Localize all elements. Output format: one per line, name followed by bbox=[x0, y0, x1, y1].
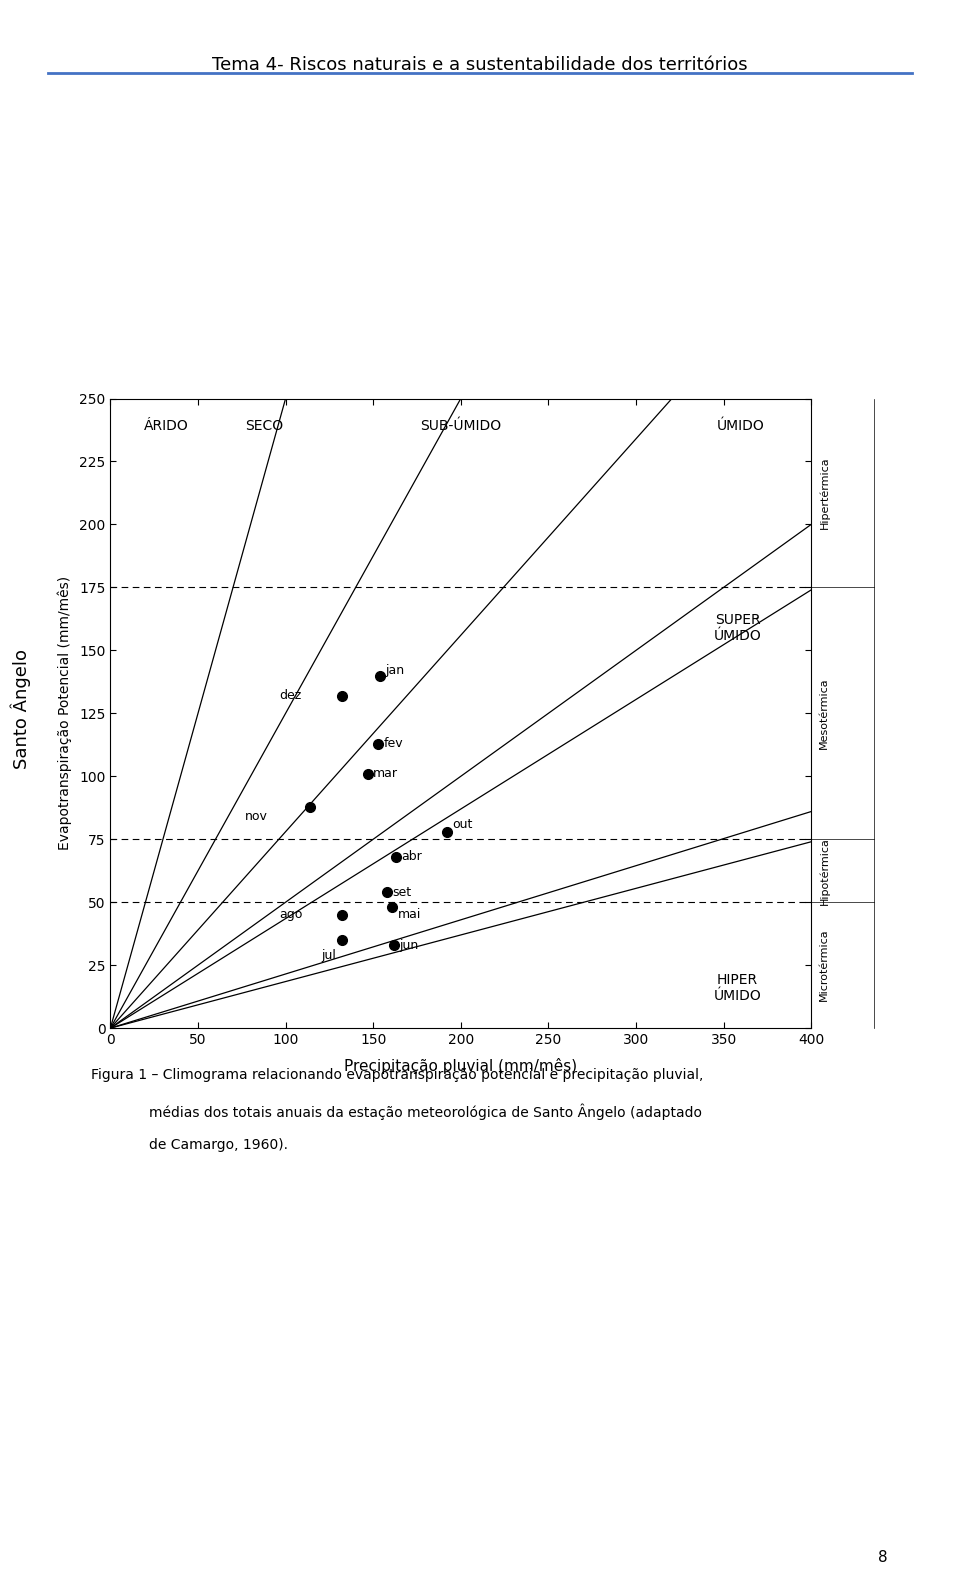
Text: jun: jun bbox=[399, 939, 419, 952]
Text: de Camargo, 1960).: de Camargo, 1960). bbox=[149, 1138, 288, 1152]
Text: SUPER
ÚMIDO: SUPER ÚMIDO bbox=[713, 612, 761, 642]
Y-axis label: Evapotranspiração Potencial (mm/mês): Evapotranspiração Potencial (mm/mês) bbox=[58, 577, 72, 850]
Text: jul: jul bbox=[322, 948, 336, 961]
Text: set: set bbox=[393, 886, 412, 899]
Text: HIPER
ÚMIDO: HIPER ÚMIDO bbox=[713, 972, 761, 1003]
Text: nov: nov bbox=[245, 810, 268, 823]
Text: mai: mai bbox=[397, 909, 421, 921]
Text: Hipotérmica: Hipotérmica bbox=[819, 837, 829, 905]
Text: ÚMIDO: ÚMIDO bbox=[717, 419, 765, 432]
Text: Tema 4- Riscos naturais e a sustentabilidade dos territórios: Tema 4- Riscos naturais e a sustentabili… bbox=[212, 56, 748, 73]
Text: out: out bbox=[452, 818, 472, 830]
Text: Hipertérmica: Hipertérmica bbox=[819, 456, 829, 529]
Text: Figura 1 – Climograma relacionando evapotranspiração potencial e precipitação pl: Figura 1 – Climograma relacionando evapo… bbox=[91, 1068, 704, 1082]
Text: mar: mar bbox=[373, 767, 398, 779]
Text: fev: fev bbox=[384, 736, 403, 751]
Text: médias dos totais anuais da estação meteorológica de Santo Ângelo (adaptado: médias dos totais anuais da estação mete… bbox=[149, 1103, 702, 1119]
Text: jan: jan bbox=[386, 665, 404, 677]
Text: Microtérmica: Microtérmica bbox=[819, 929, 828, 1001]
Text: ÁRIDO: ÁRIDO bbox=[144, 419, 189, 432]
Text: ago: ago bbox=[279, 909, 303, 921]
X-axis label: Precipitação pluvial (mm/mês): Precipitação pluvial (mm/mês) bbox=[345, 1058, 577, 1074]
Text: dez: dez bbox=[279, 689, 301, 703]
Text: Santo Ângelo: Santo Ângelo bbox=[11, 649, 32, 770]
Text: Mesotérmica: Mesotérmica bbox=[819, 677, 828, 749]
Text: abr: abr bbox=[401, 850, 422, 864]
Text: SECO: SECO bbox=[246, 419, 283, 432]
Text: SUB-ÚMIDO: SUB-ÚMIDO bbox=[420, 419, 501, 432]
Text: 8: 8 bbox=[878, 1551, 888, 1565]
